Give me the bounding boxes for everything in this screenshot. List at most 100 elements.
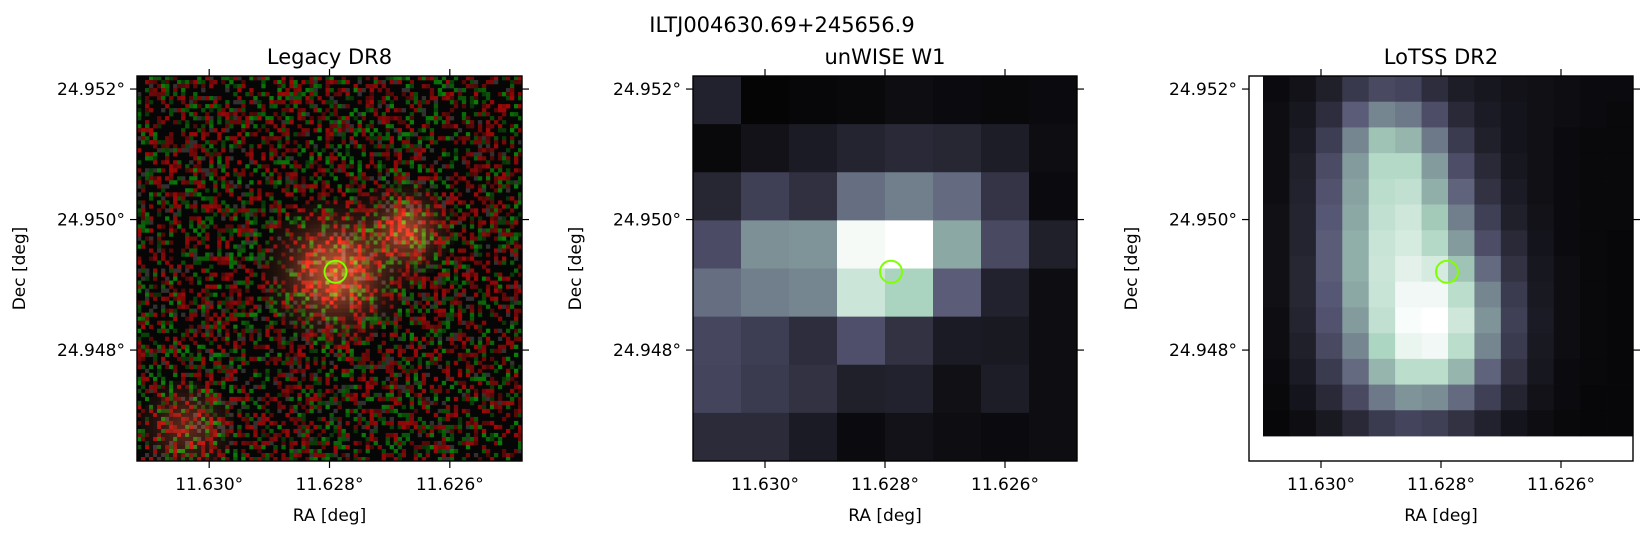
pixel xyxy=(461,292,467,297)
pixel xyxy=(373,292,378,297)
pixel xyxy=(409,204,415,209)
pixel xyxy=(289,96,294,101)
pixel xyxy=(473,88,479,93)
pixel xyxy=(285,188,290,193)
pixel xyxy=(149,420,154,426)
pixel xyxy=(413,272,419,277)
pixel xyxy=(209,96,214,101)
pixel xyxy=(333,264,338,269)
pixel xyxy=(369,120,374,125)
pixel xyxy=(325,116,330,121)
pixel xyxy=(153,276,158,281)
pixel xyxy=(433,328,439,333)
pixel xyxy=(285,92,290,97)
pixel xyxy=(357,212,362,217)
pixel xyxy=(457,300,463,305)
pixel xyxy=(513,380,519,386)
pixel xyxy=(249,232,254,237)
pixel xyxy=(349,324,354,329)
pixel xyxy=(161,196,166,201)
pixel xyxy=(261,416,266,422)
pixel xyxy=(177,304,182,309)
pixel xyxy=(273,248,278,253)
pixel xyxy=(313,216,318,221)
pixel xyxy=(457,292,463,297)
pixel xyxy=(465,360,471,366)
pixel xyxy=(289,172,294,177)
pixel xyxy=(181,304,186,309)
pixel xyxy=(381,340,386,345)
pixel xyxy=(389,220,394,225)
pixel xyxy=(425,396,431,402)
pixel xyxy=(425,292,431,297)
pixel xyxy=(225,172,230,177)
pixel xyxy=(141,276,146,281)
pixel xyxy=(185,108,190,113)
pixel xyxy=(277,408,282,414)
pixel xyxy=(405,136,411,141)
pixel xyxy=(341,332,346,337)
pixel xyxy=(277,204,282,209)
pixel xyxy=(325,248,330,253)
pixel xyxy=(449,212,455,217)
pixel xyxy=(153,252,158,257)
pixel xyxy=(489,400,495,406)
pixel xyxy=(449,84,455,89)
pixel xyxy=(405,124,411,129)
pixel xyxy=(457,316,463,321)
pixel xyxy=(281,252,286,257)
pixel xyxy=(317,200,322,205)
pixel xyxy=(185,392,190,398)
pixel xyxy=(141,320,146,325)
pixel xyxy=(465,84,471,89)
pixel xyxy=(149,428,154,434)
pixel xyxy=(249,416,254,422)
pixel xyxy=(493,120,499,125)
pixel xyxy=(381,224,386,229)
pixel xyxy=(189,276,194,281)
pixel xyxy=(289,304,294,309)
pixel xyxy=(397,364,402,370)
pixel xyxy=(461,264,467,269)
pixel xyxy=(217,108,222,113)
pixel xyxy=(225,416,230,422)
pixel xyxy=(169,380,174,386)
pixel xyxy=(465,408,471,414)
pixel xyxy=(205,276,210,281)
pixel xyxy=(353,340,358,345)
pixel xyxy=(197,184,202,189)
pixel xyxy=(381,212,386,217)
pixel xyxy=(497,288,503,293)
pixel xyxy=(425,364,431,370)
pixel xyxy=(341,312,346,317)
pixel xyxy=(181,392,186,398)
pixel xyxy=(425,224,431,229)
pixel xyxy=(249,116,254,121)
pixel xyxy=(385,132,390,137)
pixel xyxy=(245,232,250,237)
pixel xyxy=(221,416,226,422)
pixel xyxy=(421,320,427,325)
pixel xyxy=(325,268,330,273)
pixel xyxy=(473,284,479,289)
pixel xyxy=(353,176,358,181)
pixel xyxy=(417,192,423,197)
pixel xyxy=(285,204,290,209)
pixel xyxy=(197,404,202,410)
pixel xyxy=(421,124,427,129)
pixel xyxy=(285,280,290,285)
pixel xyxy=(313,276,318,281)
pixel xyxy=(189,168,194,173)
pixel xyxy=(337,324,342,329)
pixel xyxy=(309,292,314,297)
pixel xyxy=(193,200,198,205)
pixel xyxy=(301,92,306,97)
pixel xyxy=(345,336,350,341)
pixel xyxy=(273,288,278,293)
pixel xyxy=(277,260,282,265)
pixel xyxy=(241,120,246,125)
pixel xyxy=(245,92,250,97)
pixel xyxy=(445,124,451,129)
pixel xyxy=(425,404,431,410)
pixel xyxy=(397,276,402,281)
